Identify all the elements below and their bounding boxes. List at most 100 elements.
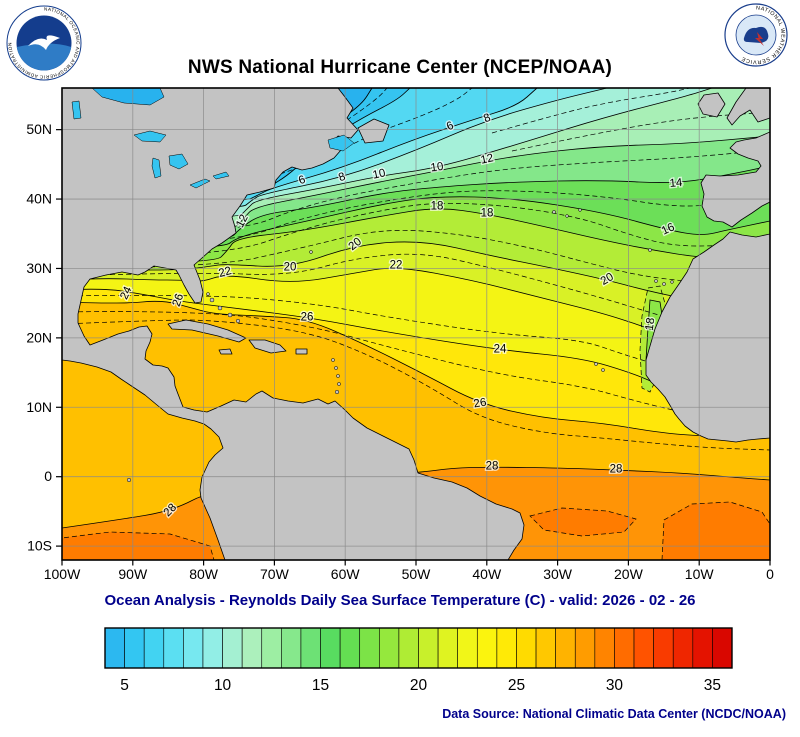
colorbar-cell	[398, 627, 419, 669]
island	[552, 210, 556, 214]
isotherm-22	[62, 267, 770, 355]
page-title: NWS National Hurricane Center (NCEP/NOAA…	[187, 57, 613, 78]
island	[601, 368, 605, 372]
colorbar-cell	[496, 627, 517, 669]
colorbar-cell	[418, 627, 439, 669]
lon-tick-label: 50W	[402, 566, 432, 582]
island	[654, 279, 658, 283]
lake	[71, 100, 82, 120]
island	[235, 318, 241, 324]
isotherm-dashed-13	[62, 149, 770, 237]
colorbar: 5 10 15 20 25 30 35	[104, 627, 733, 694]
colorbar-cell	[104, 627, 125, 669]
colorbar-cell	[594, 627, 615, 669]
contour-label: 14	[669, 177, 683, 190]
colorbar-cell	[124, 627, 145, 669]
isotherm-dashed-15	[62, 190, 770, 247]
contour-label: 10	[372, 167, 387, 181]
island	[206, 292, 210, 296]
colorbar-tick-label: 30	[606, 677, 624, 694]
isotherm-8	[62, 88, 608, 211]
island	[565, 214, 569, 218]
isotherm-18	[62, 208, 770, 265]
lon-tick-label: 30W	[543, 566, 573, 582]
isotherm-26	[62, 300, 770, 439]
contour-label: 24	[494, 344, 507, 356]
colorbar-cell	[457, 627, 478, 669]
colorbar-cell	[692, 627, 713, 669]
colorbar-frame	[104, 627, 733, 669]
island	[337, 382, 341, 386]
colorbar-cell	[574, 627, 596, 669]
contour-label: 26	[301, 312, 314, 324]
isotherm-dashed-27	[62, 319, 770, 451]
colorbar-cell	[614, 627, 635, 669]
lon-tick-label: 70W	[260, 566, 290, 582]
island	[126, 477, 132, 483]
colorbar-cell	[476, 627, 498, 669]
island	[334, 389, 340, 395]
colorbar-tick-label: 5	[120, 677, 129, 694]
contour-label: 20	[284, 262, 297, 274]
lat-tick-label: 10N	[26, 399, 52, 415]
landmass	[218, 348, 233, 355]
lat-tick-label: 30N	[26, 260, 52, 276]
landmass	[697, 92, 726, 118]
colorbar-cell	[633, 627, 654, 669]
lon-tick-label: 10W	[685, 566, 715, 582]
landmass	[62, 88, 525, 560]
lake	[91, 88, 165, 106]
landmass	[726, 88, 770, 126]
map-caption: Ocean Analysis - Reynolds Daily Sea Surf…	[104, 592, 696, 609]
colorbar-cell	[183, 627, 204, 669]
landmass	[167, 319, 247, 343]
lake	[189, 178, 211, 189]
isotherm-14	[62, 165, 770, 243]
landmass	[248, 339, 287, 354]
isotherm-dashed-17	[62, 202, 770, 259]
nws-lightning-icon	[755, 32, 764, 46]
lon-tick-label: 90W	[118, 566, 148, 582]
contour-label: 22	[390, 260, 403, 272]
colorbar-tick-label: 25	[508, 677, 525, 694]
contour-label: 18	[431, 201, 444, 213]
sst-patch	[661, 501, 770, 560]
island	[309, 250, 313, 254]
contour-label: 28	[610, 464, 623, 476]
nws-logo: NATIONAL WEATHER SERVICE	[724, 3, 788, 67]
lake	[168, 153, 189, 170]
lat-tick-label: 50N	[26, 121, 52, 137]
lon-tick-label: 0	[766, 566, 774, 582]
colorbar-cell	[653, 627, 674, 669]
noaa-bird-icon	[28, 35, 60, 50]
contour-label: 22	[217, 265, 232, 280]
noaa-logo: NATIONAL OCEANIC AND ATMOSPHERIC ADMINIS…	[6, 5, 82, 81]
colorbar-tick-label: 20	[410, 677, 428, 694]
landmass	[700, 131, 770, 228]
sst-field	[62, 88, 770, 560]
colorbar-tick-label: 15	[312, 677, 329, 694]
colorbar-cell	[339, 627, 361, 669]
lake	[133, 130, 167, 143]
island	[336, 374, 340, 378]
lon-tick-label: 40W	[472, 566, 502, 582]
contour-label: 12	[480, 152, 495, 166]
landmass	[645, 231, 770, 443]
colorbar-cell	[555, 627, 576, 669]
colorbar-cell	[437, 627, 458, 669]
isotherm-10	[62, 88, 713, 221]
lat-tick-label: 10S	[27, 538, 52, 554]
lat-tick-label: 40N	[26, 191, 52, 207]
island	[209, 297, 215, 303]
lon-tick-label: 100W	[44, 566, 81, 582]
island	[217, 305, 223, 311]
isotherm-dashed-19	[62, 229, 770, 284]
isotherm-12	[62, 135, 770, 233]
data-source: Data Source: National Climatic Data Cent…	[442, 707, 786, 721]
colorbar-cell	[241, 627, 263, 669]
isotherm-dashed-11	[511, 111, 770, 152]
contour-label: 18	[481, 208, 494, 220]
landmass	[357, 118, 390, 144]
